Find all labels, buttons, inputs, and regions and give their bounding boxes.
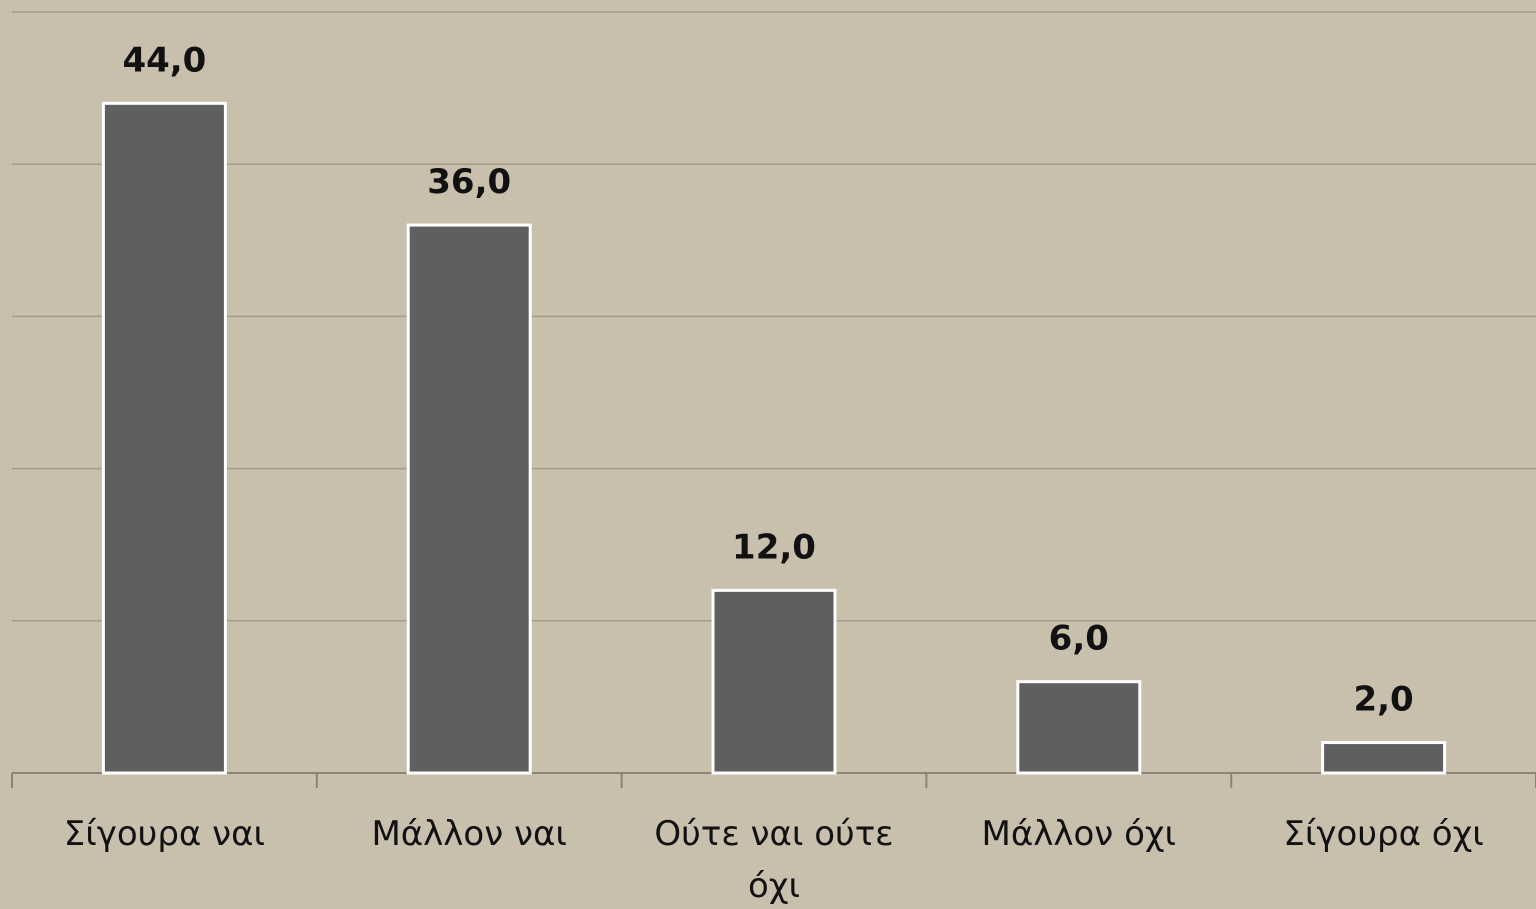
x-tick-label: Σίγουρα ναι [64, 814, 265, 854]
bar [1321, 741, 1447, 775]
value-label: 12,0 [732, 527, 816, 567]
x-tick-label: Ούτε ναι ούτε όχι [654, 814, 893, 906]
x-tick-label: Μάλλον όχι [982, 814, 1177, 854]
bar [1016, 680, 1142, 775]
value-label: 36,0 [427, 162, 511, 202]
bar [711, 588, 837, 775]
bar [406, 223, 532, 775]
x-tick-label: Μάλλον ναι [371, 814, 567, 854]
x-tick-label: Σίγουρα όχι [1283, 814, 1483, 854]
value-label: 6,0 [1049, 619, 1109, 659]
value-label: 44,0 [122, 40, 206, 80]
bar [101, 101, 227, 775]
value-label: 2,0 [1353, 680, 1413, 720]
